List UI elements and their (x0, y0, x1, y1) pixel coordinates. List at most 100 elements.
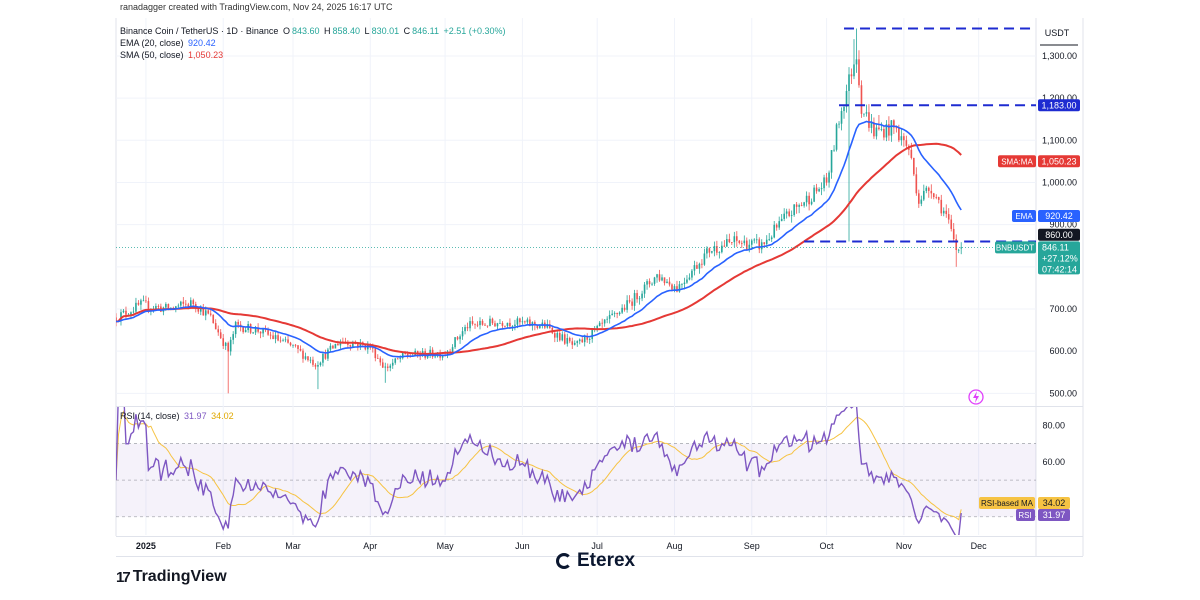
rsi-legend[interactable]: RSI (14, close) 31.97 34.02 (120, 411, 236, 421)
candle-body (165, 304, 167, 308)
candle-body (586, 335, 589, 340)
sma-tag[interactable]: SMA:MA 1,050.23 (998, 155, 1080, 168)
candle-body (563, 334, 566, 344)
candle-body (451, 347, 454, 352)
rsi-axis[interactable]: 80.00 60.00 (1042, 420, 1065, 467)
rsi-ma-tag[interactable]: RSI-based MA 34.02 (979, 497, 1070, 509)
candle-body (304, 356, 307, 359)
price-axis[interactable]: USDT 1,300.00 1,200.00 1,100.00 1,000.00… (1040, 28, 1078, 398)
rsi-band (116, 443, 1036, 518)
candle-body (638, 298, 641, 300)
lightning-icon[interactable] (968, 389, 984, 405)
candle-body (504, 325, 506, 327)
candle-body (576, 341, 579, 343)
candle-body (327, 349, 329, 359)
candle-body (633, 293, 636, 306)
candle-body (815, 187, 818, 192)
candle-body (925, 187, 928, 191)
candle-body (180, 301, 182, 306)
candle-body (519, 318, 521, 323)
moving-averages[interactable] (116, 120, 962, 358)
candle-body (489, 318, 491, 326)
candle-body (656, 274, 658, 278)
time-label: Jun (515, 541, 530, 551)
rsi-tick: 60.00 (1042, 457, 1065, 467)
price-tags[interactable]: 1,183.00 SMA:MA 1,050.23 EMA 920.42 860.… (979, 99, 1080, 521)
candle-body (352, 343, 354, 347)
candle-body (693, 265, 696, 271)
candle-body (683, 282, 686, 284)
candle-body (207, 310, 210, 314)
candle-body (175, 306, 177, 309)
candle-body (713, 246, 716, 252)
candle-body (740, 242, 743, 244)
candle-body (711, 251, 713, 253)
candle-body (167, 304, 170, 310)
symbol-ohlc-line[interactable]: Binance Coin / TetherUS · 1D · Binance O… (120, 26, 508, 36)
price-tick: 1,200.00 (1042, 93, 1077, 103)
candle-body (279, 340, 282, 342)
candle-body (666, 281, 668, 284)
time-label: May (437, 541, 455, 551)
last-price-tag[interactable]: BNBUSDT 846.11 +27.12% 07:42:14 (995, 241, 1080, 275)
candle-body (219, 332, 222, 339)
candle-body (808, 195, 810, 205)
time-label: Nov (896, 541, 913, 551)
candle-body (681, 283, 683, 285)
ema-legend[interactable]: EMA (20, close) 920.42 (120, 38, 218, 48)
candle-body (394, 358, 397, 363)
ema-line (116, 120, 962, 358)
candle-body (820, 188, 823, 190)
candle-body (406, 353, 409, 356)
close-value: 846.11 (412, 26, 439, 36)
candle-body (476, 324, 479, 326)
rsi-tag[interactable]: RSI 31.97 (1016, 509, 1070, 521)
candle-body (287, 339, 289, 343)
candle-body (454, 337, 456, 348)
candle-body (157, 305, 160, 307)
level-860-tag[interactable]: 860.00 (1038, 228, 1080, 241)
candle-body (870, 122, 873, 128)
candle-body (855, 59, 858, 65)
candle-body (733, 236, 736, 243)
candle-body (623, 307, 626, 310)
candle-body (496, 323, 499, 327)
candle-body (728, 239, 731, 243)
candle-body (833, 149, 835, 151)
symbol-title[interactable]: Binance Coin / TetherUS · 1D · Binance (120, 26, 279, 36)
sma-legend[interactable]: SMA (50, close) 1,050.23 (120, 50, 225, 60)
candle-body (486, 325, 489, 327)
candle-body (254, 327, 257, 333)
candle-body (626, 300, 628, 310)
candle-body (297, 345, 299, 349)
candle-body (676, 286, 678, 292)
candle-body (187, 304, 190, 307)
svg-text:+27.12%: +27.12% (1042, 253, 1078, 263)
candle-body (930, 190, 933, 194)
rsi-lines[interactable] (116, 389, 962, 537)
candle-body (800, 205, 803, 206)
candle-body (770, 237, 773, 240)
time-axis[interactable]: 2025 Feb Mar Apr May Jun Jul Aug Sep Oct… (136, 541, 987, 551)
candle-body (868, 112, 870, 128)
candle-body (469, 321, 471, 329)
open-value: 843.60 (291, 26, 320, 36)
candle-body (706, 248, 708, 254)
candles[interactable] (115, 28, 963, 394)
candle-body (529, 319, 531, 327)
candle-body (262, 328, 264, 334)
rsi-line (116, 407, 962, 535)
candle-body (184, 303, 187, 305)
candle-body (573, 342, 576, 345)
price-tick: 1,000.00 (1042, 177, 1077, 187)
level-1183-tag[interactable]: 1,183.00 (1038, 99, 1080, 112)
candle-body (591, 329, 594, 340)
rsi-label: RSI (14, close) (120, 411, 180, 421)
ema-tag[interactable]: EMA 920.42 (1012, 210, 1080, 223)
ema-value: 920.42 (188, 38, 216, 48)
candle-body (401, 352, 404, 359)
candle-body (120, 312, 122, 321)
candle-body (673, 286, 676, 290)
horizontal-levels[interactable] (116, 27, 1036, 248)
